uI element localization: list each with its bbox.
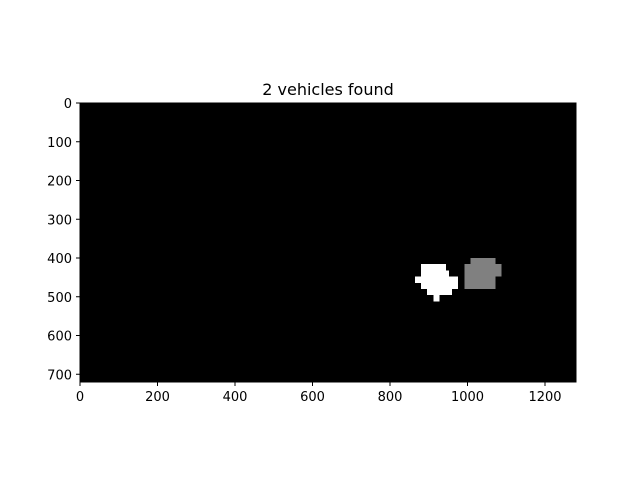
y-tick-label: 700 <box>47 368 72 383</box>
vehicle-region-2 <box>464 258 502 289</box>
y-tick-label: 0 <box>64 97 72 112</box>
x-tick-label: 200 <box>145 390 170 405</box>
axes-frame <box>79 102 577 383</box>
x-tick-label: 600 <box>300 390 325 405</box>
y-tick-label: 600 <box>47 330 72 345</box>
x-tick-label: 1200 <box>528 390 561 405</box>
x-tick-label: 800 <box>378 390 403 405</box>
x-tick-label: 0 <box>76 390 84 405</box>
y-tick-label: 500 <box>47 291 72 306</box>
vehicle-region-1 <box>414 264 459 302</box>
y-tick-label: 100 <box>47 136 72 151</box>
y-tick-label: 300 <box>47 213 72 228</box>
y-tick-label: 200 <box>47 175 72 190</box>
image-background <box>80 103 576 382</box>
vehicle-region-cell <box>421 264 446 271</box>
axes: 0 200 400 600 800 1000 1200 0 100 200 300 400 500 600… <box>47 97 577 405</box>
vehicle-region-cell <box>433 295 440 302</box>
vehicle-regions <box>414 258 502 302</box>
vehicle-region-cell <box>421 270 449 277</box>
x-tick-label: 1000 <box>451 390 484 405</box>
y-tick-label: 400 <box>47 252 72 267</box>
vehicle-region-cell <box>414 276 459 283</box>
plot-area <box>80 103 576 382</box>
vehicle-region-cell <box>421 282 459 289</box>
chart-title: 2 vehicles found <box>262 80 394 99</box>
x-tick-label: 400 <box>223 390 248 405</box>
vehicle-region-cell <box>464 264 502 277</box>
vehicle-region-cell <box>470 258 496 265</box>
vehicle-region-cell <box>464 276 496 289</box>
vehicle-region-cell <box>427 289 452 296</box>
